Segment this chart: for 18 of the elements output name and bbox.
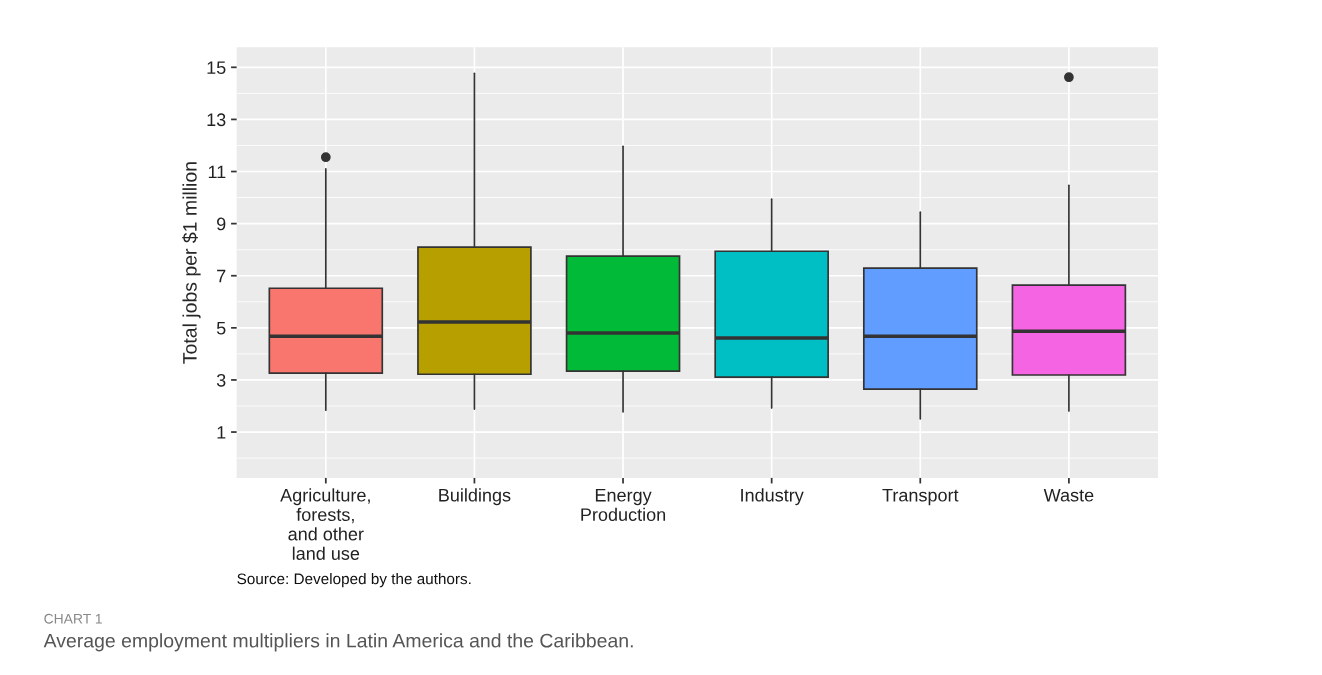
y-tick-label: 15 bbox=[207, 61, 226, 75]
caption: CHART 1 bbox=[44, 613, 102, 624]
y-tick-label: 5 bbox=[216, 321, 226, 335]
x-tick-label: Buildings bbox=[439, 488, 511, 506]
x-tick-label: Agriculture, forests, and other land use bbox=[280, 488, 370, 560]
x-tick-label: Waste bbox=[1043, 488, 1094, 502]
x-tick-label: Industry bbox=[741, 488, 804, 506]
y-tick-label: 3 bbox=[216, 373, 226, 387]
x-tick-label: Energy Production bbox=[581, 488, 666, 522]
text: Average employment multipliers in Latin America and the Caribbean. bbox=[43, 633, 633, 652]
y-tick-label: 7 bbox=[217, 269, 226, 283]
source-note: Source: Developed by the authors. bbox=[237, 573, 471, 588]
y-tick-label: 9 bbox=[217, 217, 226, 231]
y-tick-label: 13 bbox=[207, 113, 226, 127]
y-axis-title: Total jobs per $1 million bbox=[182, 162, 201, 364]
y-tick-label: 1 bbox=[217, 426, 226, 439]
x-tick-label: Transport bbox=[882, 488, 959, 506]
y-tick-label: 11 bbox=[208, 165, 226, 179]
